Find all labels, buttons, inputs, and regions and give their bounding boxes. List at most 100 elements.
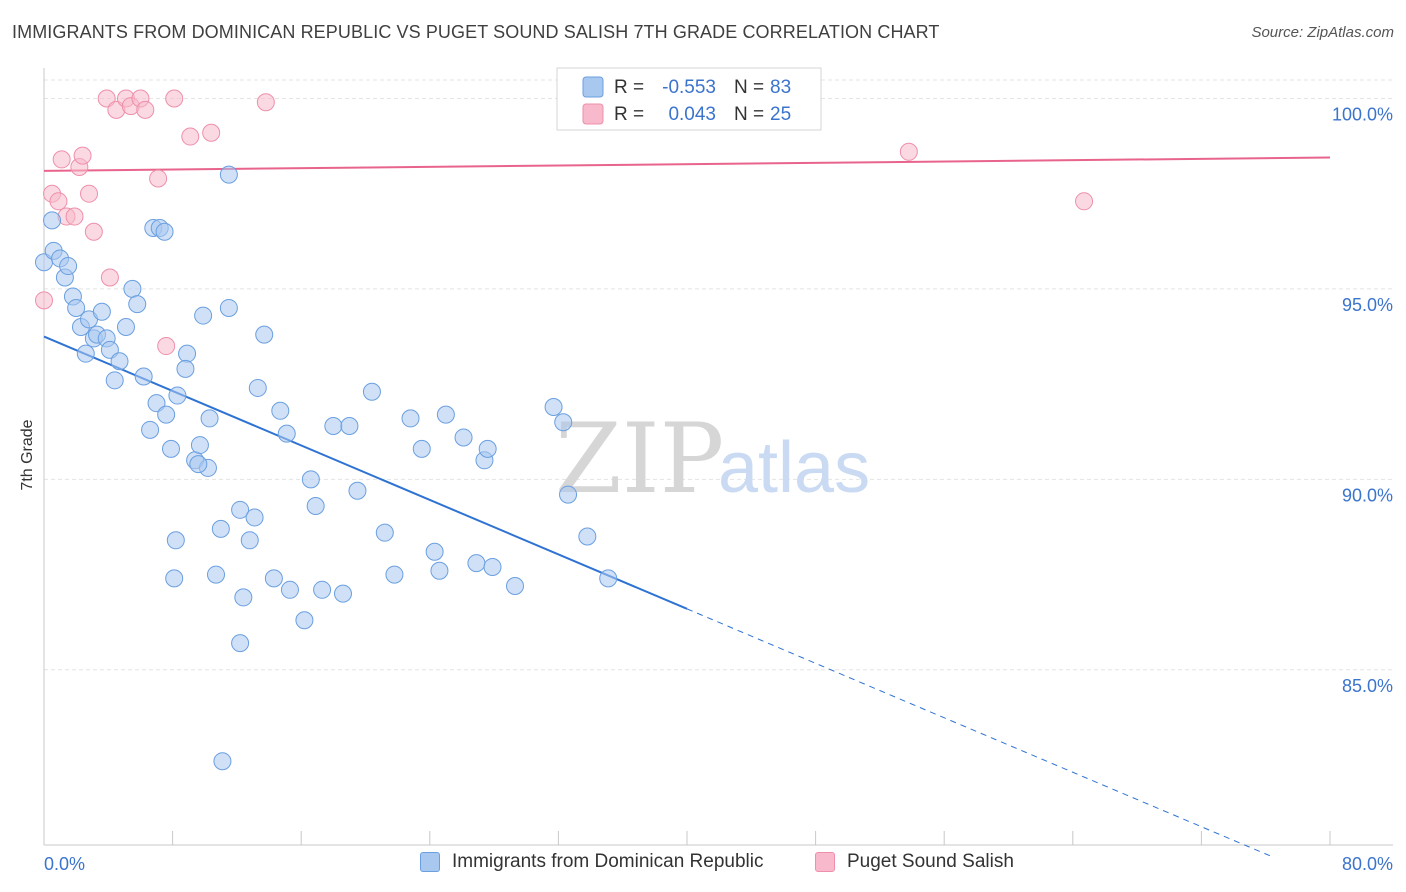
chart-title: IMMIGRANTS FROM DOMINICAN REPUBLIC VS PU…	[12, 22, 940, 42]
x-tick-label-max: 80.0%	[1342, 854, 1393, 874]
data-point-dominican	[43, 211, 62, 230]
data-point-dominican	[245, 508, 264, 527]
data-point-dominican	[231, 634, 250, 653]
data-point-dominican	[176, 359, 195, 378]
y-tick-label: 85.0%	[1342, 676, 1393, 696]
data-point-dominican	[295, 611, 314, 630]
legend-n-value: 25	[770, 104, 791, 125]
trend-line-salish	[43, 156, 1331, 172]
data-point-salish	[149, 169, 168, 188]
data-point-salish	[1075, 192, 1094, 211]
data-point-dominican	[454, 428, 473, 447]
data-point-dominican	[401, 409, 420, 428]
data-point-salish	[52, 150, 71, 169]
watermark-atlas: atlas	[718, 428, 870, 508]
data-point-salish	[165, 89, 184, 108]
data-point-dominican	[155, 222, 174, 241]
data-point-dominican	[194, 306, 213, 325]
data-point-dominican	[559, 485, 578, 504]
data-point-salish	[899, 142, 918, 161]
data-point-dominican	[578, 527, 597, 546]
data-point-dominican	[306, 497, 325, 516]
data-point-dominican	[375, 523, 394, 542]
data-point-dominican	[161, 439, 180, 458]
data-point-dominican	[280, 580, 299, 599]
data-point-dominican	[333, 584, 352, 603]
data-point-dominican	[189, 455, 208, 474]
data-point-dominican	[116, 318, 135, 336]
data-point-dominican	[240, 531, 259, 550]
y-tick-label: 100.0%	[1332, 104, 1393, 124]
legend-swatch-pink	[815, 852, 835, 872]
data-point-dominican	[76, 344, 95, 363]
legend-r-label: R =	[614, 77, 644, 98]
legend-label-salish: Puget Sound Salish	[847, 851, 1014, 872]
data-point-salish	[84, 222, 103, 241]
legend-item-dominican[interactable]: Immigrants from Dominican Republic	[420, 851, 764, 873]
legend-r-label: R =	[614, 104, 644, 125]
data-point-dominican	[478, 439, 497, 458]
watermark-zip: ZIP	[555, 403, 724, 515]
data-point-salish	[65, 207, 84, 226]
data-point-dominican	[105, 371, 124, 390]
data-point-dominican	[436, 405, 455, 424]
data-point-dominican	[165, 569, 184, 588]
source-credit: Source: ZipAtlas.com	[1251, 24, 1394, 41]
data-point-dominican	[110, 352, 129, 371]
data-point-dominican	[92, 302, 111, 321]
legend-r-value: 0.043	[668, 104, 716, 125]
data-point-dominican	[264, 569, 283, 588]
data-point-dominican	[301, 470, 320, 489]
legend-item-salish[interactable]: Puget Sound Salish	[815, 851, 1014, 873]
data-point-dominican	[412, 439, 431, 458]
data-point-dominican	[219, 298, 238, 317]
legend-label-dominican: Immigrants from Dominican Republic	[452, 851, 764, 872]
data-point-dominican	[467, 554, 486, 573]
data-point-salish	[157, 337, 176, 356]
data-point-dominican	[219, 165, 238, 184]
y-tick-label: 95.0%	[1342, 295, 1393, 315]
data-point-dominican	[141, 420, 160, 439]
data-point-dominican	[348, 481, 367, 500]
data-point-salish	[136, 100, 155, 119]
data-point-dominican	[190, 436, 209, 455]
x-tick-label-min: 0.0%	[44, 854, 85, 874]
data-point-dominican	[425, 542, 444, 561]
data-point-dominican	[313, 580, 332, 599]
legend-swatch-blue	[420, 852, 440, 872]
data-point-salish	[49, 192, 68, 211]
data-point-dominican	[248, 378, 267, 397]
data-point-salish	[202, 123, 221, 142]
data-point-dominican	[385, 565, 404, 584]
data-point-dominican	[168, 386, 187, 405]
legend-top: R = -0.553 N = 83 R = 0.043 N = 25	[556, 67, 822, 131]
data-point-salish	[35, 291, 53, 310]
data-point-dominican	[483, 557, 502, 576]
data-point-dominican	[123, 279, 142, 298]
legend-bottom: Immigrants from Dominican Republic Puget…	[0, 851, 1406, 879]
data-point-dominican	[178, 344, 197, 363]
y-tick-label: 90.0%	[1342, 485, 1393, 505]
data-point-dominican	[157, 405, 176, 424]
data-point-dominican	[59, 257, 78, 276]
legend-n-value: 83	[770, 77, 791, 98]
trend-line-dominican-extrapolated	[686, 608, 1274, 858]
y-axis-title: 7th Grade	[19, 419, 36, 491]
data-point-salish	[100, 268, 119, 287]
data-point-dominican	[505, 577, 524, 595]
data-point-dominican	[554, 413, 573, 432]
data-point-dominican	[255, 325, 274, 344]
data-point-dominican	[211, 519, 230, 538]
trend-line-dominican	[43, 335, 688, 610]
data-point-salish	[73, 146, 92, 165]
data-point-dominican	[362, 382, 381, 401]
data-point-dominican	[200, 409, 219, 428]
data-point-dominican	[430, 561, 449, 580]
data-point-dominican	[213, 752, 232, 771]
legend-r-value: -0.553	[662, 77, 716, 98]
data-point-dominican	[544, 397, 563, 416]
data-point-dominican	[207, 565, 226, 584]
legend-n-label: N =	[734, 77, 764, 98]
data-point-dominican	[134, 367, 153, 386]
